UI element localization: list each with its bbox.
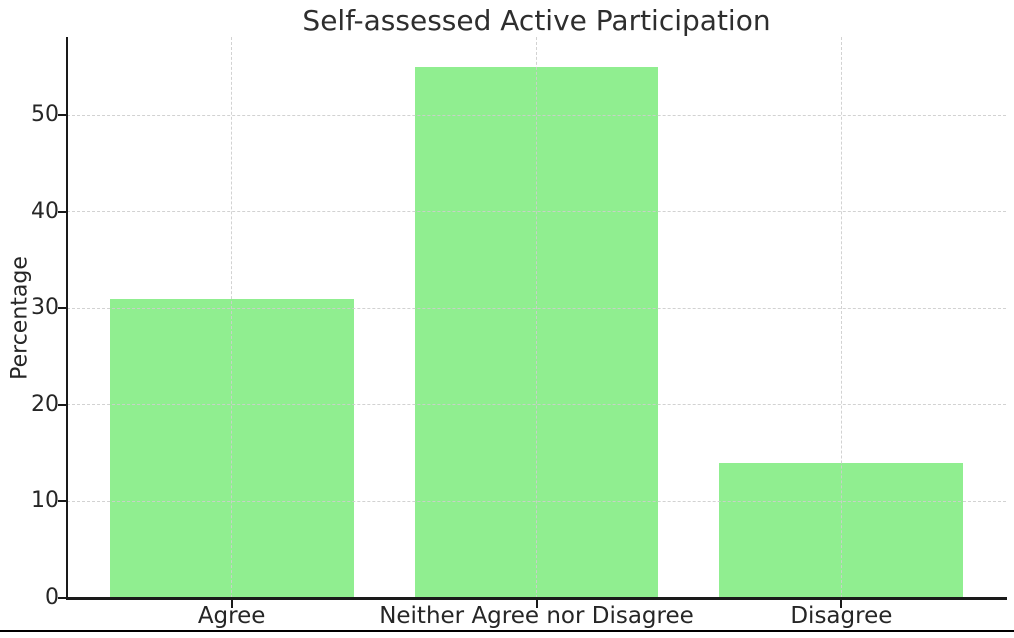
v-gridline (840, 37, 842, 598)
x-tick-label: Agree (197, 603, 266, 629)
chart-title: Self-assessed Active Participation (302, 4, 771, 37)
x-tick (535, 600, 538, 608)
x-tick (840, 600, 843, 608)
y-tick-label: 50 (31, 102, 59, 128)
y-tick (58, 114, 66, 117)
y-tick-label: 20 (31, 391, 59, 417)
y-axis-spine (66, 37, 68, 600)
v-gridline (231, 37, 233, 598)
x-tick (230, 600, 233, 608)
x-tick-label: Disagree (790, 603, 893, 629)
v-gridline (536, 37, 537, 598)
figure-bottom-border (0, 630, 1014, 632)
y-tick-label: 30 (31, 295, 59, 321)
y-tick (58, 307, 66, 310)
y-tick-label: 0 (45, 585, 59, 610)
y-tick-label: 10 (31, 488, 59, 514)
y-tick (58, 210, 66, 213)
x-tick-label: Neither Agree nor Disagree (379, 603, 694, 629)
y-tick (58, 500, 66, 503)
y-tick-label: 40 (31, 198, 59, 224)
y-tick (58, 597, 66, 599)
x-axis-spine (66, 597, 1007, 600)
y-tick (58, 403, 66, 406)
